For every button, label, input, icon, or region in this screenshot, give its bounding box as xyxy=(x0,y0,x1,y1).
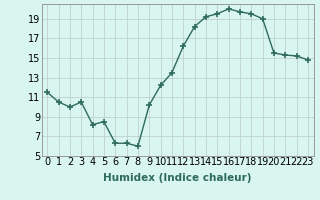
X-axis label: Humidex (Indice chaleur): Humidex (Indice chaleur) xyxy=(103,173,252,183)
